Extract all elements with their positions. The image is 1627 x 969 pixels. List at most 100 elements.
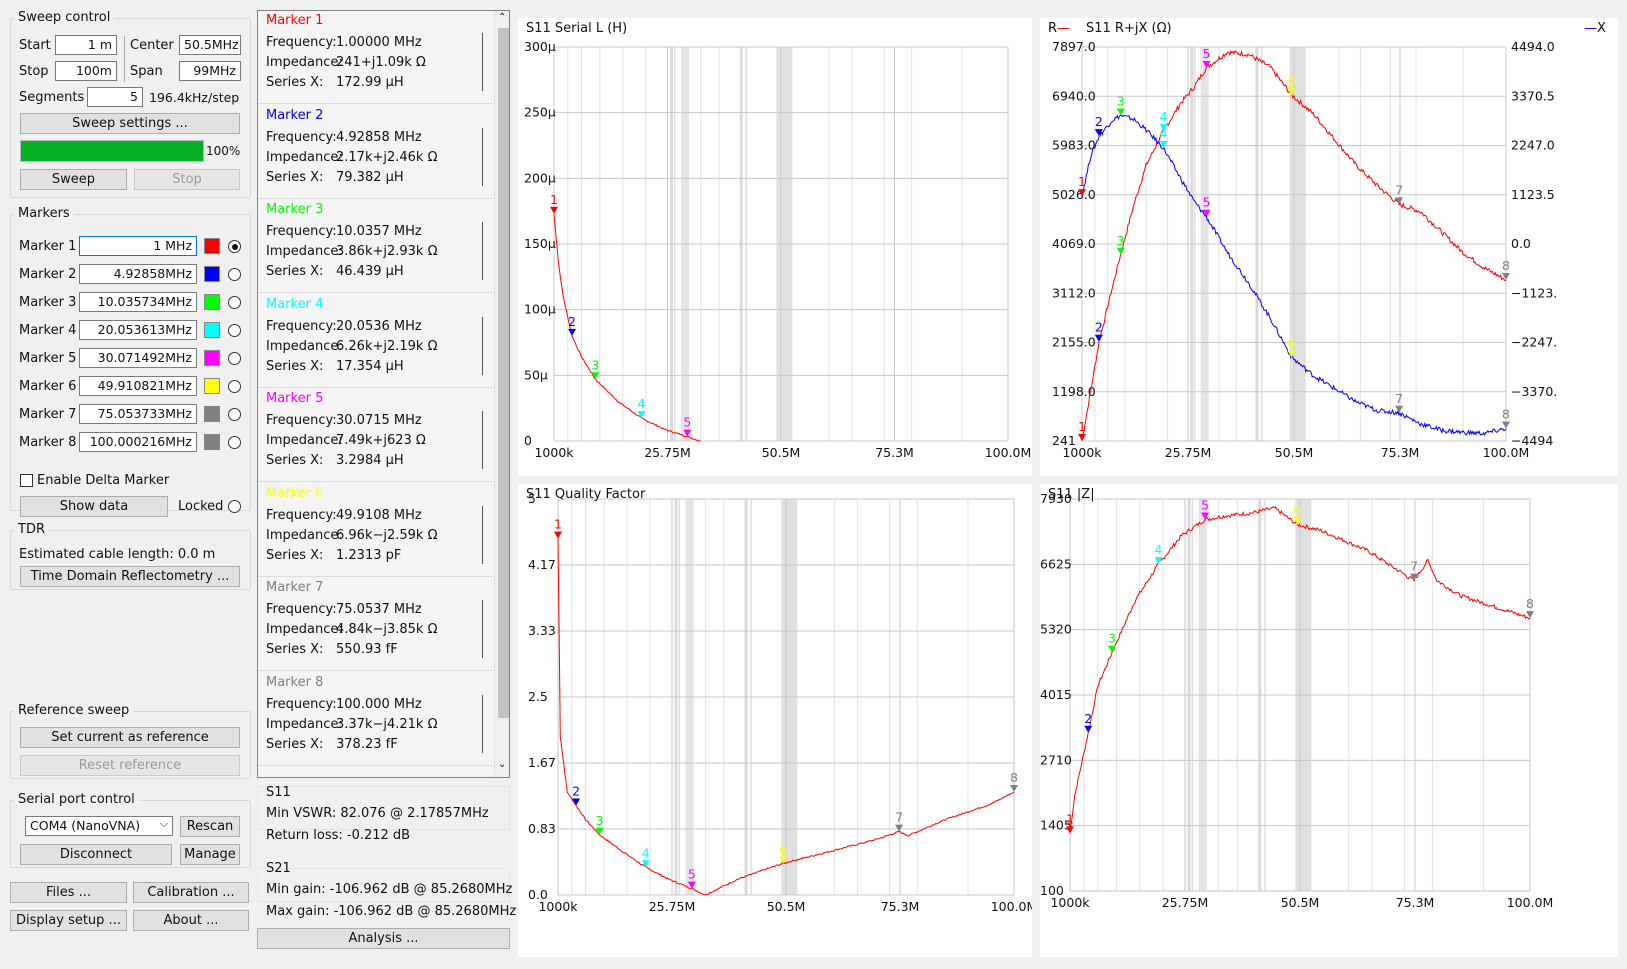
marker-triangle [1159, 124, 1168, 132]
marker-5-active-radio[interactable] [228, 352, 241, 365]
locked-radio[interactable] [228, 500, 241, 513]
files-button[interactable]: Files ... [10, 882, 127, 903]
span-input[interactable]: 99MHz [179, 61, 241, 81]
stop-sweep-button[interactable]: Stop [134, 169, 240, 190]
sweep-button[interactable]: Sweep [20, 169, 127, 190]
delta-marker-checkbox[interactable] [20, 474, 33, 487]
y-tick-label: 6625 [1040, 556, 1072, 571]
marker-2-color-button[interactable] [204, 266, 220, 282]
marker-8-label: Marker 8 [19, 435, 77, 450]
port-select[interactable]: COM4 (NanoVNA) ⌵ [25, 816, 173, 836]
marker-detail-impedance-row: Impedance:3.86k+j2.93k Ω [266, 244, 438, 259]
marker-3-frequency-input[interactable]: 10.035734MHz [79, 292, 197, 312]
calibration-button[interactable]: Calibration ... [133, 882, 249, 903]
marker-detail-impedance-row: Impedance:4.84k−j3.85k Ω [266, 622, 438, 637]
marker-1-frequency-input[interactable]: 1 MHz [79, 236, 197, 256]
start-input[interactable]: 1 m [55, 35, 117, 55]
y-tick-label: 1405 [1040, 818, 1072, 833]
y-tick-label: 3112.0 [1052, 285, 1096, 300]
y-tick-label: 1198.0 [1052, 384, 1096, 399]
marker-2-active-radio[interactable] [228, 268, 241, 281]
marker-1-active-radio[interactable] [228, 240, 241, 253]
marker-3-active-radio[interactable] [228, 296, 241, 309]
x-tick-label: 1000k [1062, 445, 1102, 460]
marker-triangle [1078, 434, 1086, 441]
scroll-down-icon[interactable]: ⌄ [498, 759, 507, 770]
marker-6-active-radio[interactable] [228, 380, 241, 393]
marker-detail-series-x-label: Series X: [266, 75, 324, 90]
step-text: 196.4kHz/step [149, 90, 240, 105]
rescan-button[interactable]: Rescan [180, 816, 240, 837]
marker-details-scrollbar[interactable]: ⌃ ⌄ [494, 11, 509, 777]
marker-detail-frequency-row: Frequency:4.92858 MHz [266, 130, 422, 145]
set-reference-button[interactable]: Set current as reference [20, 727, 240, 748]
marker-triangle [1010, 785, 1018, 793]
segments-input[interactable]: 5 [87, 87, 143, 107]
show-data-button[interactable]: Show data [20, 496, 168, 517]
marker-number-label: 6 [1287, 73, 1295, 88]
marker-5-frequency-input[interactable]: 30.071492MHz [79, 348, 197, 368]
marker-detail-series-x-value: 1.2313 pF [336, 547, 402, 563]
marker-number-label: 6 [1287, 336, 1295, 351]
marker-8-frequency-input[interactable]: 100.000216MHz [79, 432, 197, 452]
marker-detail-impedance-value: 6.96k−j2.59k Ω [336, 527, 438, 543]
span-label: Span [130, 64, 163, 79]
marker-detail-series-x-value: 3.2984 μH [336, 453, 404, 468]
marker-detail-1: Marker 1 Frequency:1.00000 MHz Impedance:2… [258, 11, 492, 104]
disconnect-button[interactable]: Disconnect [20, 844, 172, 865]
marker-8-active-radio[interactable] [228, 436, 241, 449]
y-tick-label: 5 [528, 491, 536, 506]
display-setup-button[interactable]: Display setup ... [10, 910, 127, 931]
sweep-settings-button[interactable]: Sweep settings ... [20, 113, 240, 134]
x-tick-label: 75.3M [881, 899, 920, 914]
tdr-title: TDR [14, 522, 49, 537]
analysis-button[interactable]: Analysis ... [257, 928, 510, 949]
marker-number-label: 6 [1293, 503, 1301, 518]
marker-7-frequency-input[interactable]: 75.053733MHz [79, 404, 197, 424]
marker-detail-title: Marker 3 [266, 202, 324, 217]
sweep-progress-fill [21, 141, 203, 161]
marker-6-color-button[interactable] [204, 378, 220, 394]
marker-number-label: 1 [1078, 174, 1086, 189]
marker-4-active-radio[interactable] [228, 324, 241, 337]
marker-details-panel[interactable]: Marker 1 Frequency:1.00000 MHz Impedance:2… [257, 10, 510, 778]
s11-summary-title: S11 [266, 785, 291, 800]
impedance-magnitude-chart[interactable]: S11 |Z| 7930 6625 5320 4015 2710 1405 100 1000k… [1040, 484, 1618, 957]
marker-7-color-button[interactable] [204, 406, 220, 422]
serial-l-chart[interactable]: S11 Serial L (H) 300μ 250μ 200μ 150μ 100μ 50μ… [518, 18, 1032, 476]
r-jx-legend-x: —X [1584, 21, 1606, 36]
scrollbar-thumb[interactable] [498, 28, 509, 718]
about-button[interactable]: About ... [133, 910, 249, 931]
r-jx-chart[interactable]: R— S11 R+jX (Ω) —X 7897.0 6940.0 5983.0 502… [1040, 18, 1618, 476]
marker-number-label: 2 [1084, 711, 1092, 726]
marker-number-label: 6 [779, 841, 787, 856]
marker-6-frequency-input[interactable]: 49.910821MHz [79, 376, 197, 396]
center-input[interactable]: 50.5MHz [179, 35, 241, 55]
manage-button[interactable]: Manage [180, 844, 240, 865]
scroll-up-icon[interactable]: ⌃ [498, 12, 507, 23]
marker-number-label: 5 [683, 415, 691, 430]
marker-detail-3: Marker 3 Frequency:10.0357 MHz Impedance:3… [258, 200, 492, 293]
reset-reference-button[interactable]: Reset reference [20, 755, 240, 776]
marker-2-frequency-input[interactable]: 4.92858MHz [79, 264, 197, 284]
y-tick-label: 4.17 [528, 557, 556, 572]
quality-factor-chart[interactable]: S11 Quality Factor 5 4.17 3.33 2.5 1.67 0.83 0… [518, 484, 1032, 957]
marker-1-color-button[interactable] [204, 238, 220, 254]
marker-number-label: 1 [550, 192, 558, 207]
stop-input[interactable]: 100m [55, 61, 117, 81]
marker-detail-frequency-value: 1.00000 MHz [336, 35, 422, 50]
marker-detail-frequency-row: Frequency:49.9108 MHz [266, 508, 422, 523]
marker-7-active-radio[interactable] [228, 408, 241, 421]
marker-number-label: 3 [596, 813, 604, 828]
tdr-button[interactable]: Time Domain Reflectometry ... [20, 566, 240, 587]
marker-5-color-button[interactable] [204, 350, 220, 366]
marker-3-color-button[interactable] [204, 294, 220, 310]
marker-4-frequency-input[interactable]: 20.053613MHz [79, 320, 197, 340]
marker-triangle [1293, 517, 1302, 525]
s11-summary-group [257, 786, 510, 830]
y-tick-label: 0.0 [528, 887, 548, 902]
marker-4-color-button[interactable] [204, 322, 220, 338]
marker-detail-impedance-label: Impedance: [266, 716, 343, 732]
marker-8-color-button[interactable] [204, 434, 220, 450]
marker-detail-series-x-value: 46.439 μH [336, 264, 404, 279]
